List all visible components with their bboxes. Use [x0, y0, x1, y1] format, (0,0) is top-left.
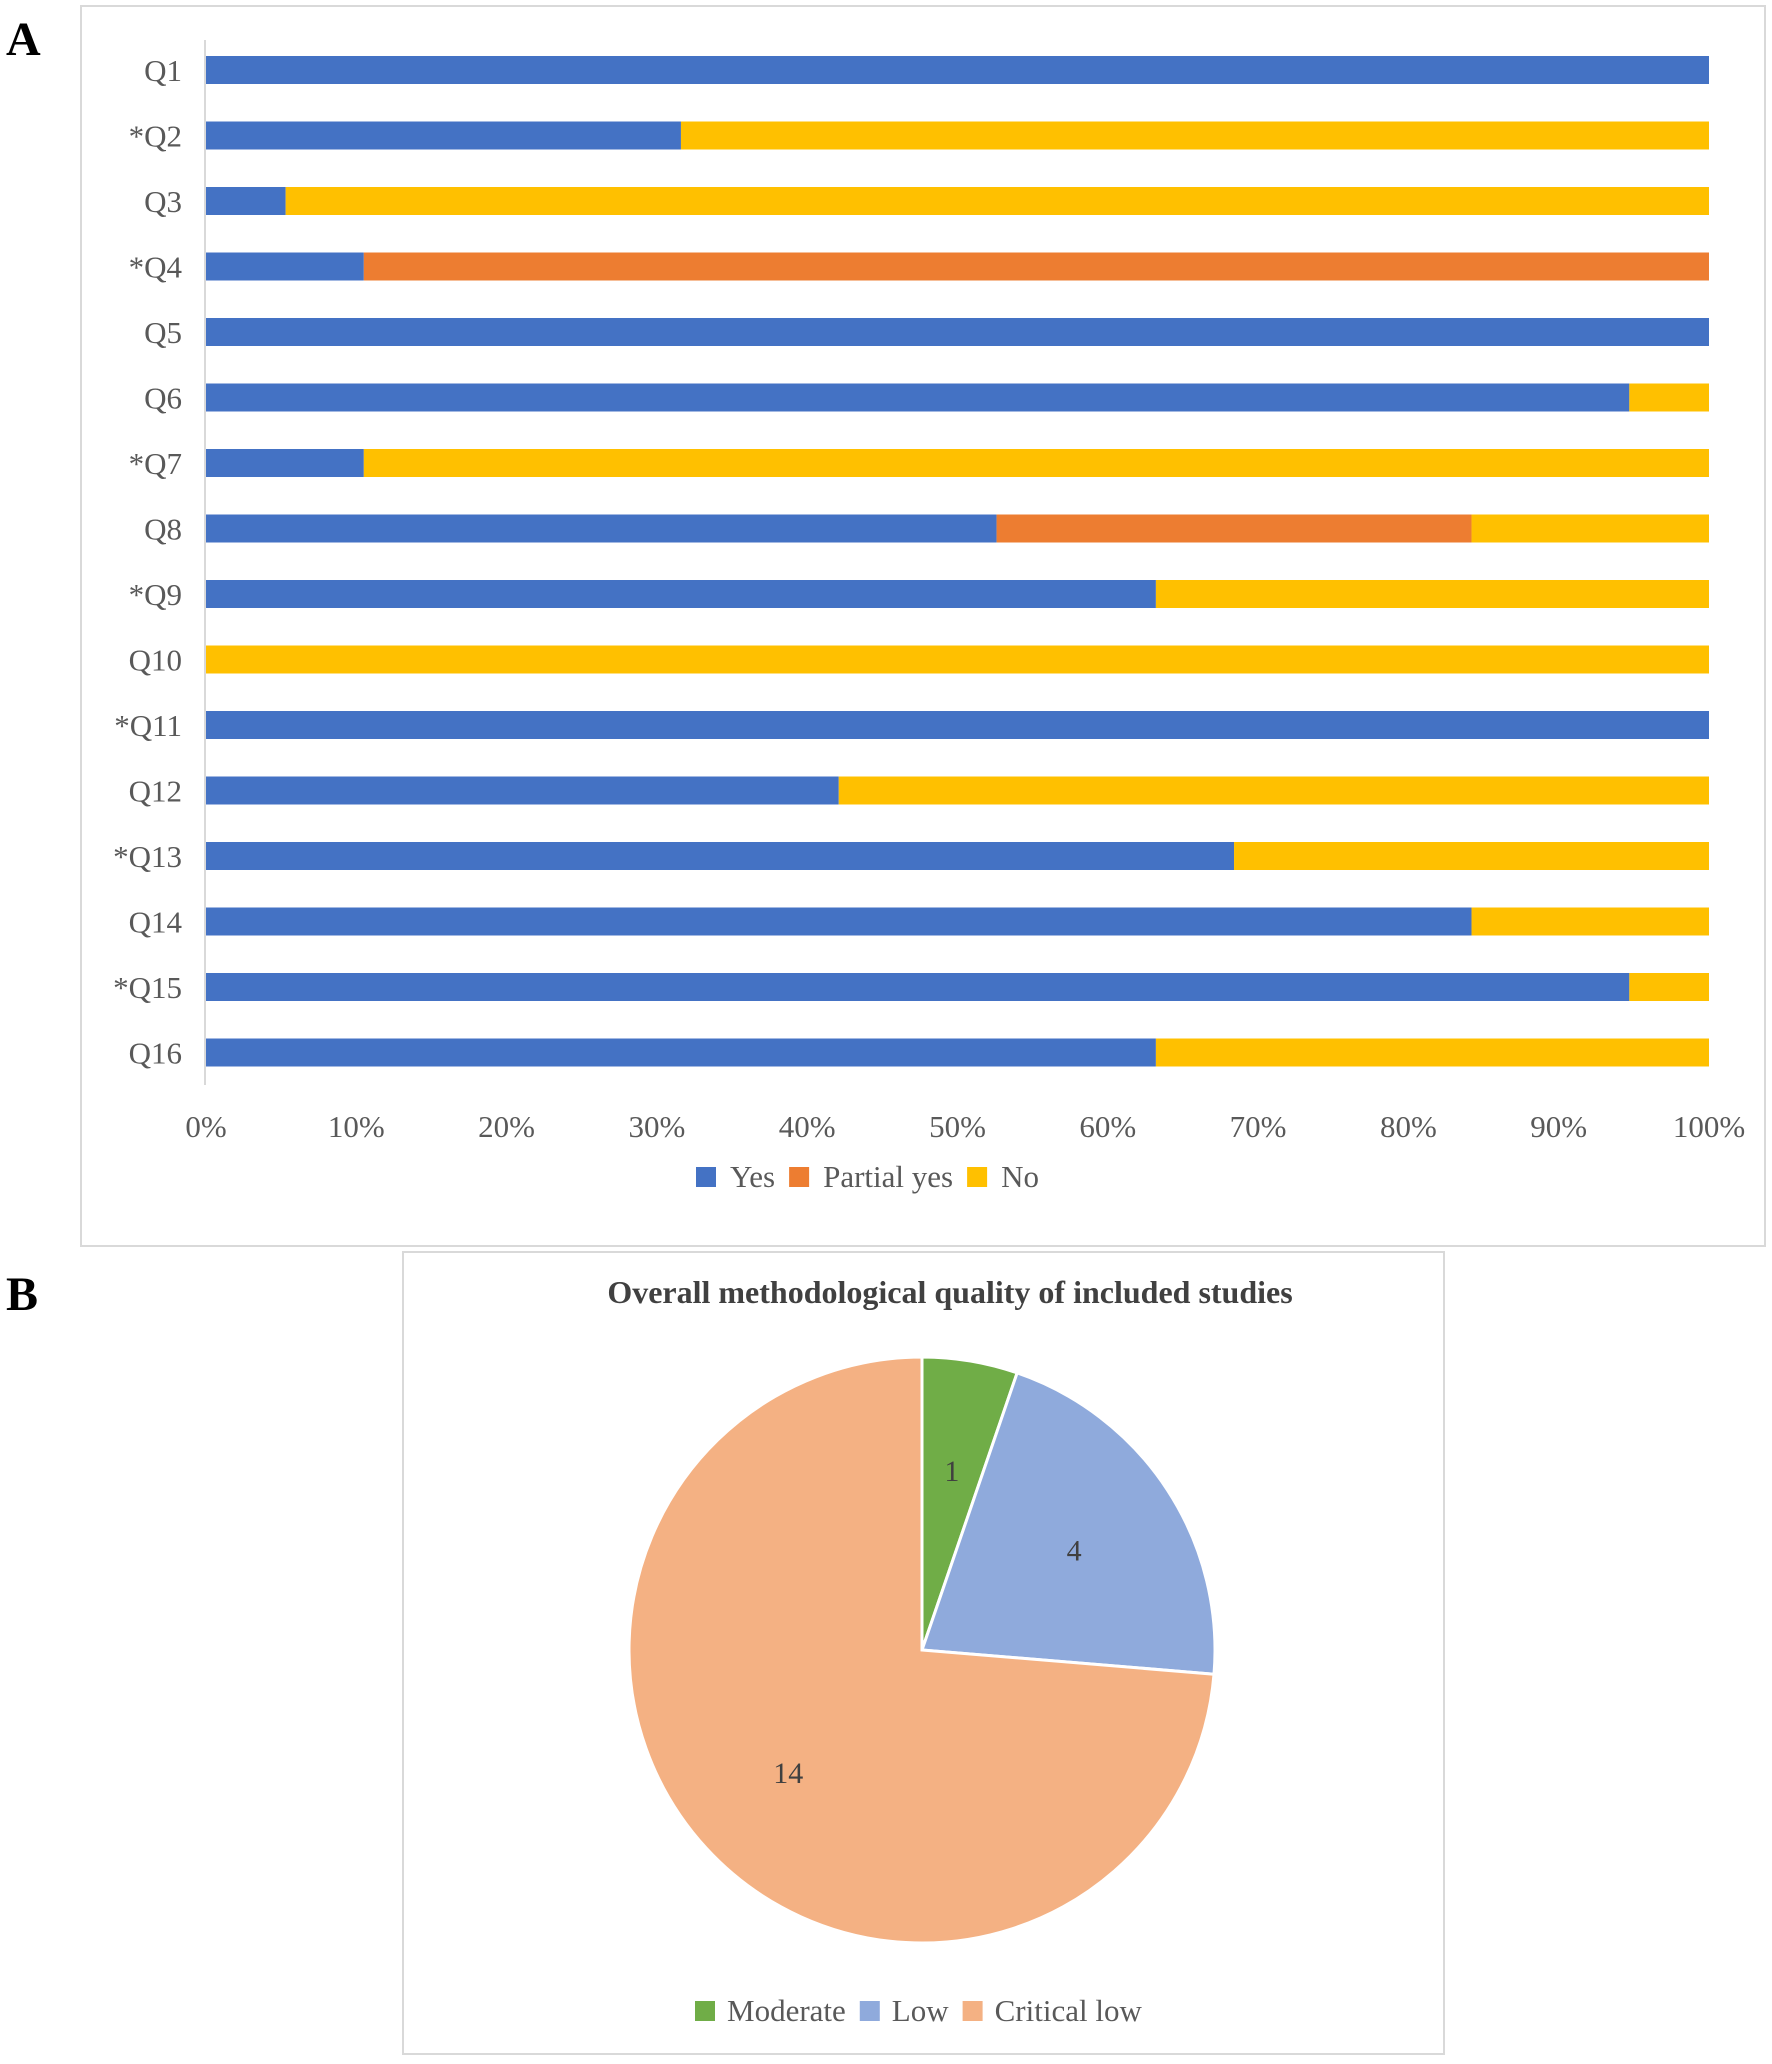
legend-label: Partial yes: [823, 1159, 953, 1194]
bar-marks: [206, 56, 1710, 1067]
bar-segment-yes: [206, 580, 1156, 608]
category-label: Q1: [144, 53, 182, 88]
bar-segment-no: [1471, 514, 1709, 543]
legend-label: No: [1001, 1159, 1039, 1194]
x-tick-label: 20%: [478, 1109, 535, 1144]
bar-segment-no: [680, 121, 1710, 150]
x-tick-label: 100%: [1673, 1109, 1745, 1144]
legend-swatch: [962, 2001, 983, 2021]
category-label: *Q4: [129, 250, 183, 285]
legend-label: Yes: [730, 1159, 775, 1194]
category-label: *Q15: [113, 970, 182, 1005]
bar-segment-no: [838, 776, 1709, 805]
bar-segment-partial-yes: [996, 514, 1472, 543]
bar-legend: Yes Partial yes No: [696, 1159, 1039, 1194]
category-label: *Q9: [129, 577, 182, 612]
category-label: Q12: [129, 774, 182, 809]
bar-segment-yes: [206, 318, 1709, 346]
legend-label: Critical low: [995, 1993, 1143, 2028]
pie-slices: [627, 1355, 1217, 1945]
category-label: *Q2: [129, 119, 182, 154]
bar-segment-no: [1155, 580, 1709, 608]
category-label: *Q13: [113, 839, 182, 874]
x-tick-label: 0%: [185, 1109, 226, 1144]
panel-a-label: A: [6, 13, 41, 66]
bar-segment-yes: [206, 449, 364, 477]
category-label: Q6: [144, 381, 182, 416]
legend-swatch: [859, 2001, 880, 2021]
legend-label: Moderate: [727, 1993, 846, 2028]
bar-segment-yes: [206, 776, 839, 805]
bar-category-labels: Q1 *Q2 Q3 *Q4 Q5 Q6 *Q7 Q8 *Q9 Q10 *Q11 Q12 *Q13 Q14 *…: [113, 53, 182, 1071]
category-label: Q10: [129, 643, 182, 678]
bar-segment-yes: [206, 383, 1630, 412]
category-label: Q16: [129, 1036, 182, 1071]
bar-segment-no: [1234, 842, 1709, 870]
bar-segment-yes: [206, 56, 1709, 84]
bar-segment-yes: [206, 252, 364, 281]
category-label: *Q7: [129, 446, 182, 481]
bar-segment-no: [1629, 973, 1709, 1001]
bar-segment-yes: [206, 121, 681, 150]
x-tick-label: 50%: [929, 1109, 986, 1144]
legend-swatch: [789, 1167, 810, 1187]
legend-swatch: [696, 1167, 716, 1187]
legend-label: Low: [892, 1993, 949, 2028]
pie-data-label: 1: [944, 1455, 959, 1488]
bar-segment-no: [285, 187, 1709, 215]
category-label: *Q11: [114, 708, 182, 743]
x-tick-label: 70%: [1230, 1109, 1287, 1144]
category-label: Q8: [144, 512, 182, 547]
bar-segment-no: [1629, 383, 1709, 412]
x-tick-label: 40%: [779, 1109, 836, 1144]
pie-legend: Moderate Low Critical low: [695, 1993, 1142, 2028]
category-label: Q14: [129, 905, 183, 940]
x-tick-label: 10%: [328, 1109, 385, 1144]
pie-slice-low: [919, 1370, 1217, 1676]
legend-swatch: [967, 1167, 988, 1187]
category-label: Q3: [144, 184, 182, 219]
pie-slice-critical-low: [627, 1355, 1216, 1945]
bar-segment-yes: [206, 514, 997, 543]
bar-segment-no: [363, 449, 1709, 477]
pie-data-label: 4: [1067, 1535, 1082, 1568]
bar-segment-no: [1471, 907, 1709, 936]
bar-segment-yes: [206, 842, 1235, 870]
bar-segment-partial-yes: [363, 252, 1709, 281]
x-tick-labels: 0% 10% 20% 30% 40% 50% 60% 70% 80% 90% 100%: [185, 1109, 1745, 1144]
x-tick-label: 60%: [1079, 1109, 1136, 1144]
bar-segment-yes: [206, 973, 1630, 1001]
bar-segment-yes: [206, 711, 1709, 739]
bar-segment-yes: [206, 1038, 1156, 1067]
bar-segment-yes: [206, 187, 286, 215]
bar-segment-yes: [206, 907, 1472, 936]
bar-segment-no: [1155, 1038, 1709, 1067]
pie-data-label: 14: [773, 1757, 803, 1790]
legend-swatch: [695, 2001, 715, 2021]
bar-segment-no: [206, 645, 1709, 674]
x-tick-label: 30%: [628, 1109, 685, 1144]
x-tick-label: 80%: [1380, 1109, 1437, 1144]
category-label: Q5: [144, 315, 182, 350]
pie-title: Overall methodological quality of includ…: [607, 1274, 1292, 1310]
x-tick-label: 90%: [1530, 1109, 1587, 1144]
panel-b-label: B: [6, 1268, 38, 1321]
